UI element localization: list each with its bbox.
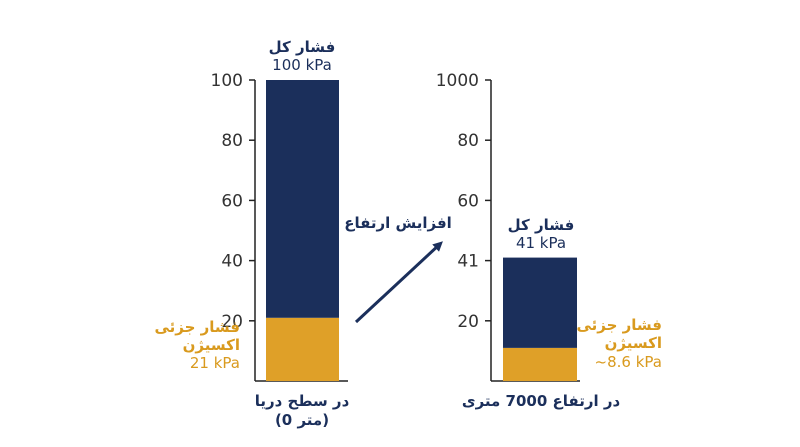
oxygen-value-left: 21 kPa	[190, 354, 240, 372]
altitude-arrow: افزایش ارتفاع	[344, 214, 452, 324]
y-tick-label-left: 60	[221, 191, 243, 211]
bars-left	[266, 80, 339, 381]
oxygen-bar-segment-right	[503, 347, 577, 381]
oxygen-label-line2-right: اکسیژن	[605, 334, 662, 352]
total-pressure-value-left: 100 kPa	[272, 56, 332, 74]
total-pressure-title-right: فشار کل	[508, 216, 575, 234]
y-tick-label-left: 80	[221, 131, 243, 151]
total-pressure-title-left: فشار کل	[269, 38, 336, 56]
y-ticks-right: 1000 80 60 41 20	[436, 71, 491, 332]
y-tick-label-left: 20	[221, 312, 243, 332]
oxygen-label-line1-right: فشار جزئی	[576, 316, 662, 334]
bars-right	[503, 257, 577, 381]
y-tick-label-left: 100	[211, 71, 243, 91]
y-ticks-left: 100 80 60 40 20	[211, 71, 255, 332]
arrow-label: افزایش ارتفاع	[344, 214, 452, 232]
total-pressure-value-right: 41 kPa	[516, 234, 566, 252]
y-tick-label-right: 1000	[436, 71, 479, 91]
oxygen-label-line1-left: فشار جزئی	[154, 318, 240, 336]
y-tick-label-right: 41	[457, 252, 479, 272]
y-tick-label-right: 80	[457, 131, 479, 151]
arrow-line	[354, 241, 443, 324]
category-label-left-line1: در سطح دریا	[255, 392, 350, 410]
other-gases-bar-segment-right	[503, 257, 577, 348]
panel-sea-level: 100 80 60 40 20 فشار کل 100 kPa فشار جزئی اک…	[154, 38, 349, 429]
category-label-left-line2: (0 متر)	[275, 411, 329, 429]
y-tick-label-right: 60	[457, 191, 479, 211]
category-label-right: در ارتفاع 7000 متری	[462, 392, 621, 410]
y-tick-label-right: 20	[457, 312, 479, 332]
other-gases-bar-segment-left	[266, 80, 339, 318]
panel-altitude: 1000 80 60 41 20 فشار کل 41 kPa فشار جزئی اک…	[436, 71, 662, 410]
oxygen-bar-segment-left	[266, 317, 339, 381]
oxygen-value-right: ~8.6 kPa	[595, 353, 662, 371]
y-tick-label-left: 40	[221, 252, 243, 272]
oxygen-label-line2-left: اکسیژن	[183, 336, 240, 354]
